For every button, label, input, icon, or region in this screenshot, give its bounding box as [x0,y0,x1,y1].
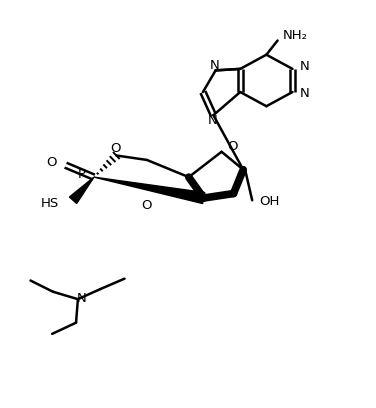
Text: N: N [209,60,219,72]
Text: P: P [77,169,85,182]
Text: OH: OH [259,195,279,208]
Text: O: O [227,140,237,153]
Polygon shape [70,177,94,204]
Polygon shape [94,177,205,204]
Text: N: N [300,87,310,100]
Text: O: O [46,156,57,169]
Text: N: N [77,292,86,304]
Text: O: O [141,199,152,212]
Text: O: O [110,142,120,155]
Text: N: N [208,114,217,127]
Text: NH₂: NH₂ [283,29,308,42]
Text: HS: HS [41,197,59,210]
Text: N: N [300,60,310,73]
